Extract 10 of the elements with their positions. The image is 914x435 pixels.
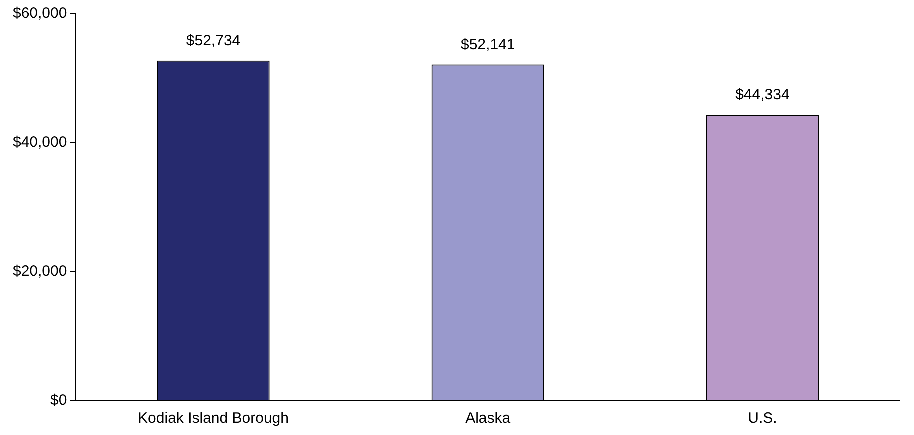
data-label: $52,734 [186,32,241,50]
x-tick-label: Alaska [466,410,512,428]
data-label: $44,334 [736,86,790,104]
y-tick-label: $40,000 [12,134,68,152]
data-label: $52,141 [460,36,516,54]
y-tick-label: $60,000 [12,5,68,22]
x-tick-label: U.S. [748,410,778,428]
x-tick-label: Kodiak Island Borough [138,410,289,428]
y-tick-label: $0 [50,392,68,410]
y-tick-label: $20,000 [12,263,68,280]
